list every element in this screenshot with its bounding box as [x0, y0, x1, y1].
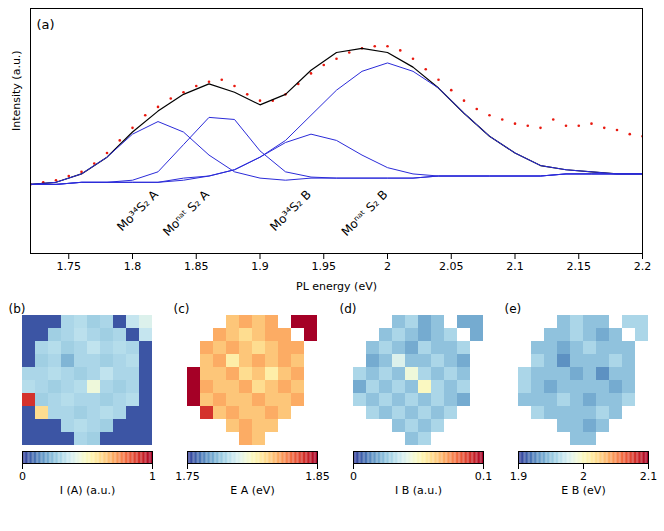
svg-text:1.85: 1.85	[306, 470, 331, 483]
svg-text:2.05: 2.05	[439, 260, 464, 273]
svg-text:Moⁿᵃᵗ S₂ A: Moⁿᵃᵗ S₂ A	[160, 187, 212, 239]
svg-text:(a): (a)	[37, 17, 55, 32]
svg-text:0.1: 0.1	[474, 470, 492, 483]
svg-text:1.8: 1.8	[124, 260, 142, 273]
svg-text:0: 0	[350, 470, 357, 483]
svg-text:PL energy (eV): PL energy (eV)	[296, 280, 377, 293]
svg-text:1.85: 1.85	[184, 260, 209, 273]
svg-text:2.1: 2.1	[640, 470, 658, 483]
svg-text:1.9: 1.9	[251, 260, 269, 273]
svg-text:(e): (e)	[504, 302, 521, 316]
svg-text:2.1: 2.1	[506, 260, 524, 273]
svg-text:2: 2	[384, 260, 391, 273]
svg-text:1.75: 1.75	[57, 260, 82, 273]
svg-text:I (A) (a.u.): I (A) (a.u.)	[60, 484, 116, 497]
svg-text:1.75: 1.75	[176, 470, 201, 483]
svg-text:E A (eV): E A (eV)	[231, 484, 275, 497]
svg-text:(d): (d)	[339, 302, 356, 316]
svg-text:1.95: 1.95	[312, 260, 337, 273]
svg-text:Mo³⁴S₂ A: Mo³⁴S₂ A	[114, 187, 161, 234]
svg-text:Moⁿᵃᵗ S₂ B: Moⁿᵃᵗ S₂ B	[339, 187, 391, 239]
svg-text:I B (a.u.): I B (a.u.)	[395, 484, 442, 497]
svg-text:1: 1	[149, 470, 156, 483]
svg-text:(b): (b)	[9, 302, 26, 316]
svg-text:2.15: 2.15	[567, 260, 592, 273]
svg-text:E B (eV): E B (eV)	[561, 484, 605, 497]
svg-text:2: 2	[580, 470, 587, 483]
svg-text:Intensity (a.u.): Intensity (a.u.)	[10, 50, 23, 131]
svg-text:1.9: 1.9	[510, 470, 528, 483]
svg-text:2.2: 2.2	[634, 260, 652, 273]
svg-text:Mo³⁴S₂ B: Mo³⁴S₂ B	[267, 187, 314, 234]
svg-text:(c): (c)	[174, 302, 190, 316]
svg-text:0: 0	[19, 470, 26, 483]
